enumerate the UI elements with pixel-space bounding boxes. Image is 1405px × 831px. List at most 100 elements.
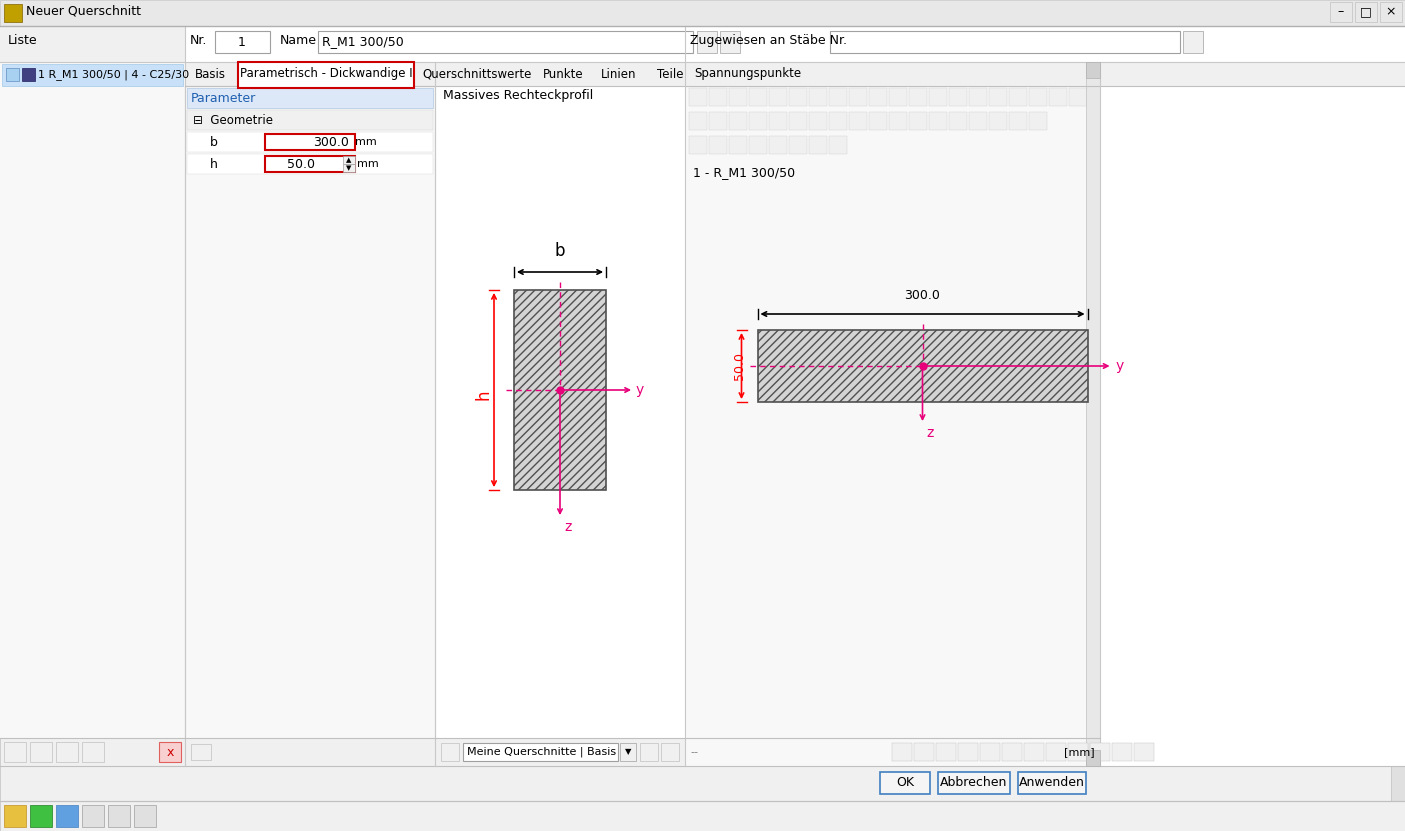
Bar	[0, 26, 1405, 766]
Bar	[464, 743, 618, 761]
Bar	[880, 772, 930, 794]
Bar	[108, 805, 131, 827]
Bar	[870, 88, 887, 106]
Text: [mm]: [mm]	[1065, 747, 1094, 757]
Text: Nr.: Nr.	[190, 34, 208, 47]
Bar	[769, 88, 787, 106]
Text: Abbrechen: Abbrechen	[940, 776, 1007, 789]
Bar	[749, 112, 767, 130]
Text: Parametrisch - Dickwandige I: Parametrisch - Dickwandige I	[240, 67, 413, 81]
Bar	[790, 136, 806, 154]
Bar	[1380, 2, 1402, 22]
Bar	[0, 766, 1405, 801]
Bar	[1024, 743, 1044, 761]
Bar	[849, 112, 867, 130]
Text: ▼: ▼	[346, 165, 351, 171]
Bar	[1391, 766, 1405, 801]
Bar	[215, 31, 270, 53]
Text: 50.0: 50.0	[287, 158, 315, 170]
Text: ▲: ▲	[346, 157, 351, 163]
Bar	[1050, 88, 1066, 106]
Text: 300.0: 300.0	[905, 289, 940, 302]
Text: x: x	[166, 745, 174, 759]
Bar	[686, 62, 1100, 766]
Bar	[929, 112, 947, 130]
Text: OK: OK	[896, 776, 915, 789]
Bar	[909, 112, 927, 130]
Bar	[829, 112, 847, 130]
Bar	[729, 136, 747, 154]
Bar	[1068, 743, 1087, 761]
Text: ×: ×	[1385, 6, 1397, 18]
Text: ⊟  Geometrie: ⊟ Geometrie	[192, 114, 273, 126]
Text: Querschnittswerte: Querschnittswerte	[422, 67, 531, 81]
Bar	[749, 88, 767, 106]
Bar	[436, 738, 686, 766]
Text: mm: mm	[355, 137, 377, 147]
Bar	[829, 88, 847, 106]
Bar	[1019, 772, 1086, 794]
Bar	[969, 112, 986, 130]
Text: b: b	[555, 242, 565, 260]
Bar	[1086, 62, 1100, 766]
Bar	[790, 88, 806, 106]
Bar	[688, 112, 707, 130]
Text: Teile: Teile	[658, 67, 683, 81]
Text: z: z	[563, 520, 572, 534]
Bar	[30, 742, 52, 762]
Text: Linien: Linien	[600, 67, 636, 81]
Bar	[22, 68, 35, 81]
Bar	[809, 112, 828, 130]
Text: 1 R_M1 300/50 | 4 - C25/30: 1 R_M1 300/50 | 4 - C25/30	[38, 70, 190, 81]
Bar	[686, 738, 1100, 766]
Bar	[133, 805, 156, 827]
Bar	[1134, 743, 1154, 761]
Bar	[1028, 88, 1047, 106]
Bar	[187, 154, 433, 174]
Text: 50.0: 50.0	[733, 352, 746, 380]
Text: Liste: Liste	[8, 34, 38, 47]
Bar	[892, 743, 912, 761]
Bar	[4, 742, 27, 762]
Text: Parameter: Parameter	[191, 91, 256, 105]
Bar	[237, 62, 414, 88]
Text: ▼: ▼	[625, 748, 631, 756]
Text: Meine Querschnitte | Basis: Meine Querschnitte | Basis	[466, 747, 617, 757]
Bar	[514, 290, 606, 490]
Bar	[989, 112, 1007, 130]
Bar	[939, 772, 1010, 794]
Bar	[697, 31, 717, 53]
Bar	[1086, 62, 1100, 78]
Bar	[56, 805, 79, 827]
Text: h: h	[209, 158, 218, 170]
Bar	[969, 88, 986, 106]
Bar	[688, 136, 707, 154]
Bar	[191, 744, 211, 760]
Bar	[948, 88, 967, 106]
Text: 1: 1	[237, 36, 246, 48]
Bar	[981, 743, 1000, 761]
Bar	[830, 31, 1180, 53]
Bar	[0, 0, 1405, 26]
Bar	[889, 112, 908, 130]
Text: Anwenden: Anwenden	[1019, 776, 1085, 789]
Bar	[889, 88, 908, 106]
Text: –: –	[1338, 6, 1345, 18]
Bar	[710, 88, 726, 106]
Bar	[1090, 743, 1110, 761]
Bar	[187, 132, 433, 152]
Text: Zugewiesen an Stäbe Nr.: Zugewiesen an Stäbe Nr.	[690, 34, 847, 47]
Bar	[710, 112, 726, 130]
Text: b: b	[209, 135, 218, 149]
Bar	[0, 26, 185, 62]
Bar	[187, 88, 433, 108]
Bar	[0, 738, 185, 766]
Text: 300.0: 300.0	[313, 135, 348, 149]
Text: Neuer Querschnitt: Neuer Querschnitt	[27, 5, 140, 18]
Bar	[266, 134, 355, 150]
Bar	[30, 805, 52, 827]
Bar	[1028, 112, 1047, 130]
Bar	[909, 88, 927, 106]
Bar	[1183, 31, 1203, 53]
Bar	[719, 31, 740, 53]
